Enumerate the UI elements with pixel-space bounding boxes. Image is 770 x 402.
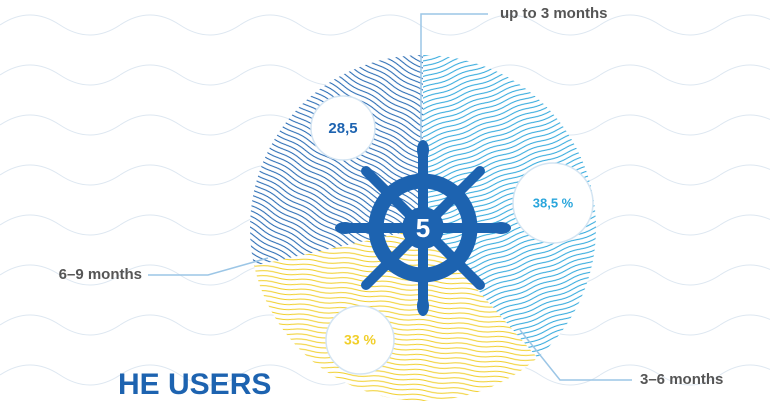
page: {"chart_data": {"type": "pie", "categori…: [0, 0, 770, 402]
value-label: 38,5 %: [533, 195, 574, 210]
center-label: 5: [416, 213, 430, 243]
category-label: 6–9 months: [59, 266, 142, 283]
chart: HE USERS 38,5 % up to 3 months 33 % 3–6 mon…: [0, 0, 770, 402]
value-label: 33 %: [344, 332, 376, 348]
value-label: 28,5: [328, 120, 357, 137]
category-label: 3–6 months: [640, 371, 723, 388]
category-label: up to 3 months: [500, 5, 608, 22]
heading: HE USERS: [118, 368, 271, 401]
